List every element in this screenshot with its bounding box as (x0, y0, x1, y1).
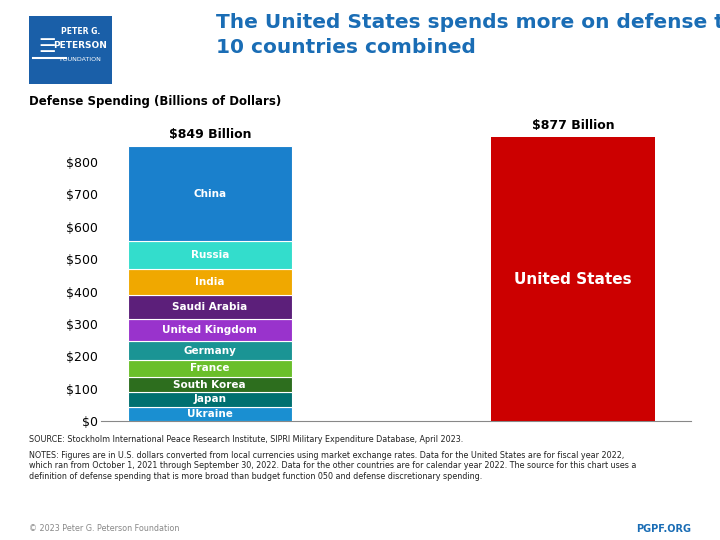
Text: United States: United States (514, 272, 632, 287)
Bar (128, 407, 292, 421)
Text: FOUNDATION: FOUNDATION (59, 57, 101, 62)
Bar (128, 341, 292, 360)
Text: The United States spends more on defense than the next
10 countries combined: The United States spends more on defense… (216, 14, 720, 57)
Text: NOTES: Figures are in U.S. dollars converted from local currencies using market : NOTES: Figures are in U.S. dollars conve… (29, 451, 636, 481)
Text: Germany: Germany (184, 346, 236, 355)
Text: Saudi Arabia: Saudi Arabia (172, 302, 248, 312)
Text: South Korea: South Korea (174, 380, 246, 389)
Text: $849 Billion: $849 Billion (168, 129, 251, 141)
Text: Russia: Russia (191, 250, 229, 260)
Text: ☰: ☰ (38, 37, 55, 56)
Text: Defense Spending (Billions of Dollars): Defense Spending (Billions of Dollars) (29, 94, 281, 107)
Bar (128, 295, 292, 320)
Text: Ukraine: Ukraine (187, 409, 233, 419)
Text: © 2023 Peter G. Peterson Foundation: © 2023 Peter G. Peterson Foundation (29, 524, 179, 533)
Text: PETER G.: PETER G. (60, 26, 100, 36)
Bar (128, 360, 292, 377)
Text: SOURCE: Stockholm International Peace Research Institute, SIPRI Military Expendi: SOURCE: Stockholm International Peace Re… (29, 435, 463, 444)
Bar (491, 137, 655, 421)
Text: $877 Billion: $877 Billion (532, 119, 614, 132)
Bar (128, 241, 292, 269)
Text: United Kingdom: United Kingdom (162, 326, 257, 335)
Text: PGPF.ORG: PGPF.ORG (636, 524, 691, 534)
Bar (128, 146, 292, 241)
Bar (128, 377, 292, 392)
Bar (128, 269, 292, 295)
Text: France: France (190, 363, 230, 373)
Text: Japan: Japan (193, 395, 226, 404)
Text: PETERSON: PETERSON (53, 40, 107, 50)
Bar (128, 392, 292, 407)
Bar (128, 320, 292, 341)
Text: India: India (195, 277, 225, 287)
Text: China: China (193, 188, 226, 199)
